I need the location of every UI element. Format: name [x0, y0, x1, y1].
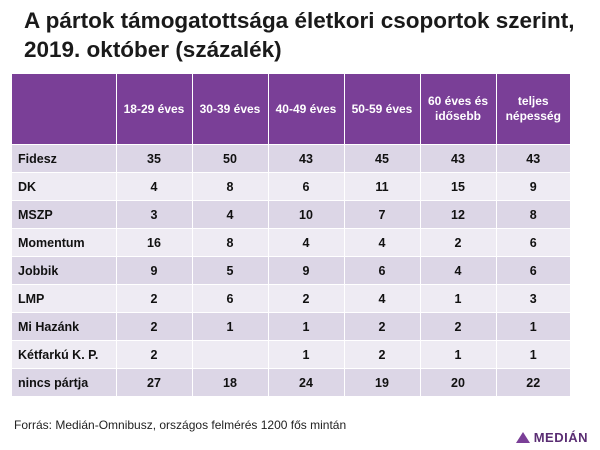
table-cell: 43 — [496, 144, 570, 173]
table-row: Mi Hazánk 2 1 1 2 2 1 — [12, 312, 570, 341]
table-row: Fidesz 35 50 43 45 43 43 — [12, 144, 570, 173]
row-label: Jobbik — [12, 256, 117, 285]
table-row: Jobbik 9 5 9 6 4 6 — [12, 256, 570, 285]
table-cell: 43 — [420, 144, 497, 173]
column-header: 50-59 éves — [344, 74, 421, 145]
table-cell: 1 — [192, 312, 269, 341]
table-cell: 3 — [496, 284, 570, 313]
table-cell: 1 — [496, 312, 570, 341]
median-logo: MEDIÁN — [515, 430, 588, 445]
table-cell: 2 — [116, 340, 193, 369]
table-cell: 4 — [116, 172, 193, 201]
table-cell: 10 — [268, 200, 345, 229]
table-cell: 45 — [344, 144, 421, 173]
table-cell: 9 — [268, 256, 345, 285]
table-cell: 22 — [496, 368, 570, 396]
table-cell: 8 — [192, 172, 269, 201]
table-cell: 4 — [192, 200, 269, 229]
table-cell: 7 — [344, 200, 421, 229]
column-header: 30-39 éves — [192, 74, 269, 145]
data-table: 18-29 éves 30-39 éves 40-49 éves 50-59 é… — [12, 74, 570, 396]
table-cell: 2 — [116, 312, 193, 341]
table-cell: 18 — [192, 368, 269, 396]
table-cell: 2 — [420, 312, 497, 341]
logo-text: MEDIÁN — [533, 430, 588, 445]
header-corner — [12, 74, 117, 145]
column-header: teljes népesség — [496, 74, 570, 145]
table-cell: 15 — [420, 172, 497, 201]
table-cell: 6 — [268, 172, 345, 201]
table-cell: 1 — [268, 340, 345, 369]
row-label: Mi Hazánk — [12, 312, 117, 341]
column-header: 18-29 éves — [116, 74, 193, 145]
table-cell: 4 — [268, 228, 345, 257]
table-cell: 8 — [496, 200, 570, 229]
table-cell: 2 — [344, 340, 421, 369]
table-row: Kétfarkú K. P. 2 1 2 1 1 — [12, 340, 570, 369]
table-cell: 4 — [344, 284, 421, 313]
table-row: Momentum 16 8 4 4 2 6 — [12, 228, 570, 257]
table-cell: 11 — [344, 172, 421, 201]
column-header: 60 éves és idősebb — [420, 74, 497, 145]
table-row: MSZP 3 4 10 7 12 8 — [12, 200, 570, 229]
table-cell: 6 — [496, 256, 570, 285]
row-label: DK — [12, 172, 117, 201]
table-cell: 6 — [344, 256, 421, 285]
row-label: nincs pártja — [12, 368, 117, 396]
table-cell: 2 — [116, 284, 193, 313]
table-cell: 9 — [116, 256, 193, 285]
triangle-icon — [515, 432, 530, 443]
table-cell: 6 — [192, 284, 269, 313]
row-label: Fidesz — [12, 144, 117, 173]
table-row: LMP 2 6 2 4 1 3 — [12, 284, 570, 313]
table-cell: 5 — [192, 256, 269, 285]
table-cell: 43 — [268, 144, 345, 173]
table-cell: 2 — [268, 284, 345, 313]
row-label: Momentum — [12, 228, 117, 257]
table-row: DK 4 8 6 11 15 9 — [12, 172, 570, 201]
table-cell: 9 — [496, 172, 570, 201]
table-cell: 20 — [420, 368, 497, 396]
header-row: 18-29 éves 30-39 éves 40-49 éves 50-59 é… — [12, 74, 570, 145]
table-cell: 1 — [268, 312, 345, 341]
column-header: 40-49 éves — [268, 74, 345, 145]
table-cell: 3 — [116, 200, 193, 229]
table-cell: 35 — [116, 144, 193, 173]
row-label: MSZP — [12, 200, 117, 229]
table-cell: 19 — [344, 368, 421, 396]
source-note: Forrás: Medián-Omnibusz, országos felmér… — [14, 418, 347, 432]
row-label: Kétfarkú K. P. — [12, 340, 117, 369]
row-label: LMP — [12, 284, 117, 313]
table-cell: 12 — [420, 200, 497, 229]
chart-title: A pártok támogatottsága életkori csoport… — [24, 8, 575, 62]
table-row: nincs pártja 27 18 24 19 20 22 — [12, 368, 570, 396]
table-cell: 50 — [192, 144, 269, 173]
table-cell: 24 — [268, 368, 345, 396]
table-cell: 4 — [344, 228, 421, 257]
table-cell: 27 — [116, 368, 193, 396]
table-cell: 16 — [116, 228, 193, 257]
table-cell: 4 — [420, 256, 497, 285]
table-cell — [192, 340, 269, 369]
table-cell: 2 — [344, 312, 421, 341]
table-cell: 1 — [496, 340, 570, 369]
table-cell: 8 — [192, 228, 269, 257]
table-cell: 1 — [420, 284, 497, 313]
table-cell: 1 — [420, 340, 497, 369]
table-cell: 6 — [496, 228, 570, 257]
table-cell: 2 — [420, 228, 497, 257]
